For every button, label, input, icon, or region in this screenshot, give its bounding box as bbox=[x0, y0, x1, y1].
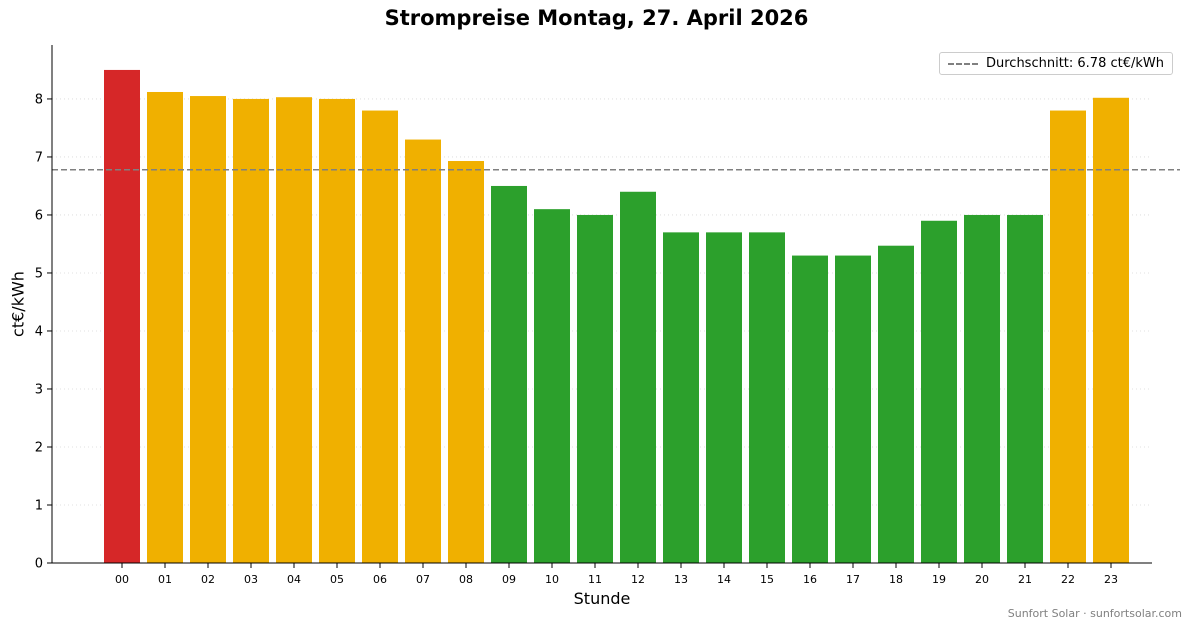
x-tick-label: 00 bbox=[115, 573, 129, 586]
x-tick-label: 20 bbox=[975, 573, 989, 586]
bar-08 bbox=[448, 161, 484, 564]
x-axis-label: Stunde bbox=[573, 589, 631, 608]
legend-average-label: Durchschnitt: 6.78 ct€/kWh bbox=[985, 56, 1164, 71]
x-tick-label: 23 bbox=[1104, 573, 1118, 586]
bar-20 bbox=[964, 214, 1000, 563]
x-tick-label: 07 bbox=[416, 573, 430, 586]
y-tick-label: 1 bbox=[35, 498, 43, 513]
bar-11 bbox=[577, 214, 613, 563]
x-tick-label: 18 bbox=[889, 573, 903, 586]
x-tick-label: 05 bbox=[330, 573, 344, 586]
x-tick-label: 02 bbox=[201, 573, 215, 586]
x-tick-label: 17 bbox=[846, 573, 860, 586]
x-tick-label: 21 bbox=[1018, 573, 1032, 586]
bar-22 bbox=[1050, 110, 1086, 563]
x-tick-label: 14 bbox=[717, 573, 731, 586]
bar-12 bbox=[620, 191, 656, 563]
bar-13 bbox=[663, 232, 699, 564]
y-axis-label: ct€/kWh bbox=[8, 271, 28, 337]
legend: Durchschnitt: 6.78 ct€/kWh bbox=[938, 52, 1173, 75]
bar-16 bbox=[792, 255, 828, 563]
bar-23 bbox=[1093, 97, 1129, 563]
x-tick-label: 16 bbox=[803, 573, 817, 586]
x-tick-label: 12 bbox=[631, 573, 645, 586]
bar-03 bbox=[233, 98, 269, 563]
bar-19 bbox=[921, 220, 957, 563]
x-tick-label: 09 bbox=[502, 573, 516, 586]
bar-07 bbox=[405, 139, 441, 563]
bar-02 bbox=[190, 96, 226, 564]
bar-17 bbox=[835, 255, 871, 563]
x-tick-label: 15 bbox=[760, 573, 774, 586]
x-tick-label: 01 bbox=[158, 573, 172, 586]
bar-01 bbox=[147, 91, 183, 563]
legend-average-swatch bbox=[947, 62, 978, 65]
y-tick-label: 8 bbox=[35, 92, 43, 107]
y-tick-label: 7 bbox=[35, 150, 43, 165]
x-tick-label: 08 bbox=[459, 573, 473, 586]
y-tick-label: 4 bbox=[35, 324, 43, 339]
credit-text: Sunfort Solar · sunfortsolar.com bbox=[1007, 607, 1182, 620]
bar-21 bbox=[1007, 214, 1043, 563]
bar-04 bbox=[276, 97, 312, 563]
bar-06 bbox=[362, 110, 398, 563]
bar-00 bbox=[104, 69, 140, 564]
x-tick-label: 22 bbox=[1061, 573, 1075, 586]
x-tick-label: 04 bbox=[287, 573, 301, 586]
bar-14 bbox=[706, 232, 742, 564]
x-tick-label: 19 bbox=[932, 573, 946, 586]
x-tick-label: 13 bbox=[674, 573, 688, 586]
bar-10 bbox=[534, 209, 570, 564]
y-tick-label: 2 bbox=[35, 440, 43, 455]
bar-15 bbox=[749, 232, 785, 564]
y-tick-label: 6 bbox=[35, 208, 43, 223]
chart-title: Strompreise Montag, 27. April 2026 bbox=[384, 6, 809, 30]
x-tick-label: 10 bbox=[545, 573, 559, 586]
y-tick-label: 5 bbox=[35, 266, 43, 281]
y-tick-label: 3 bbox=[35, 382, 43, 397]
bar-09 bbox=[491, 185, 527, 563]
y-tick-label: 0 bbox=[35, 557, 43, 572]
x-tick-label: 03 bbox=[244, 573, 258, 586]
x-tick-label: 11 bbox=[588, 573, 602, 586]
x-tick-label: 06 bbox=[373, 573, 387, 586]
bar-18 bbox=[878, 245, 914, 563]
bar-05 bbox=[319, 98, 355, 563]
